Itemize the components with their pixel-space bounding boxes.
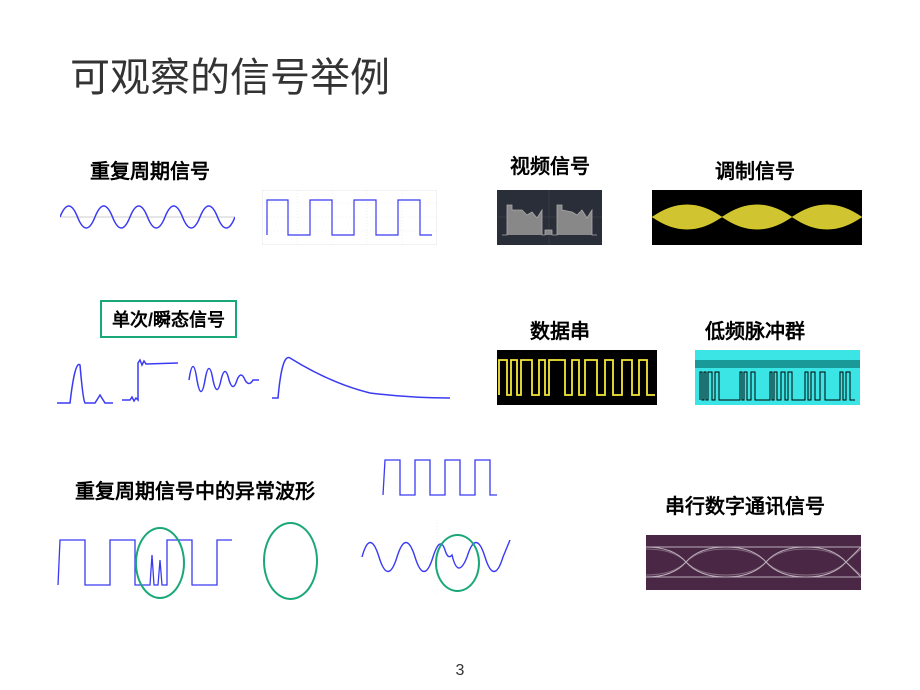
chart-video (497, 190, 602, 245)
label-periodic: 重复周期信号 (90, 155, 210, 184)
chart-eye (646, 535, 861, 590)
chart-damped (187, 345, 262, 410)
label-transient: 单次/瞬态信号 (100, 300, 237, 338)
chart-decay (270, 348, 455, 408)
chart-step (120, 345, 180, 410)
chart-square (262, 190, 437, 245)
label-modulation: 调制信号 (715, 155, 795, 184)
anomaly-circle-3 (435, 534, 480, 592)
anomaly-circle-2 (263, 522, 318, 600)
label-anomaly: 重复周期信号中的异常波形 (75, 475, 315, 504)
chart-burst (695, 350, 860, 405)
chart-sine (60, 190, 235, 245)
label-datastring: 数据串 (530, 315, 590, 344)
anomaly-circle-1 (135, 527, 185, 599)
page-number: 3 (456, 662, 465, 680)
page-title: 可观察的信号举例 (0, 0, 920, 103)
chart-datastring (497, 350, 657, 405)
label-burst: 低频脉冲群 (705, 315, 805, 344)
chart-pulse (55, 345, 115, 410)
chart-square-anom-top (380, 450, 500, 505)
chart-modulation (652, 190, 862, 245)
label-video: 视频信号 (510, 150, 590, 179)
label-serial: 串行数字通讯信号 (665, 490, 825, 519)
